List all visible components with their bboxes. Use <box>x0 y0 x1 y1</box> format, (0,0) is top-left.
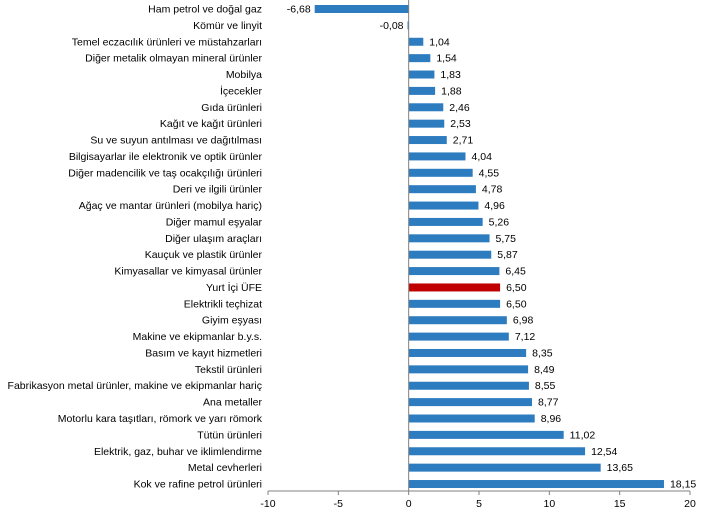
category-label: Su ve suyun antılması ve dağıtılması <box>90 135 262 147</box>
category-label: Ağaç ve mantar ürünleri (mobilya hariç) <box>79 200 262 212</box>
value-label: 1,83 <box>440 69 461 81</box>
category-label: Diğer ulaşım araçları <box>165 233 262 245</box>
value-label: 1,88 <box>441 85 462 97</box>
bar <box>408 381 529 390</box>
bar <box>408 103 444 112</box>
category-label: Deri ve ilgili ürünler <box>173 184 263 196</box>
bar <box>408 70 435 79</box>
value-label: 2,71 <box>453 135 474 147</box>
category-label: Kağıt ve kağıt ürünleri <box>160 118 262 130</box>
bar <box>408 201 479 210</box>
category-label: Yurt İçi ÜFE <box>206 281 262 294</box>
category-label: Basım ve kayıt hizmetleri <box>145 347 262 359</box>
bar <box>408 414 535 423</box>
value-label: -6,68 <box>287 4 311 16</box>
value-label: 2,53 <box>450 118 471 130</box>
value-label: 1,54 <box>436 53 457 65</box>
bar <box>407 21 409 30</box>
value-label: -0,08 <box>380 20 404 32</box>
value-label: 4,78 <box>482 184 503 196</box>
value-label: 18,15 <box>670 479 696 491</box>
bar <box>408 463 601 472</box>
category-label: Bilgisayarlar ile elektronik ve optik ür… <box>69 151 263 163</box>
value-label: 5,26 <box>489 216 510 228</box>
category-label: Diğer madencilik ve taş ocakçılığı ürünl… <box>68 167 262 179</box>
value-label: 6,50 <box>506 282 527 294</box>
category-label: Metal cevherleri <box>188 462 262 474</box>
value-label: 4,96 <box>484 200 505 212</box>
bar <box>408 54 431 63</box>
category-label: Tekstil ürünleri <box>195 364 262 376</box>
bar <box>408 168 473 177</box>
value-label: 11,02 <box>570 429 596 441</box>
x-tick-label: 5 <box>476 498 482 510</box>
bar <box>408 250 492 259</box>
bar <box>408 37 424 46</box>
x-tick-label: 15 <box>614 498 626 510</box>
category-label: Elektrik, gaz, buhar ve iklimlendirme <box>94 446 262 458</box>
x-tick-label: 20 <box>684 498 696 510</box>
value-label: 6,98 <box>513 315 534 327</box>
bar <box>408 86 436 95</box>
category-label: Elektrikli teçhizat <box>184 298 262 310</box>
bar <box>408 332 509 341</box>
bar <box>408 267 500 276</box>
category-label: Gıda ürünleri <box>201 102 262 114</box>
value-label: 4,04 <box>471 151 492 163</box>
value-label: 4,55 <box>479 167 500 179</box>
bar <box>408 316 507 325</box>
bar <box>408 185 476 194</box>
category-label: Motorlu kara taşıtları, römork ve yarı r… <box>58 413 263 425</box>
value-label: 8,49 <box>534 364 555 376</box>
value-label: 7,12 <box>515 331 536 343</box>
bar <box>408 398 533 407</box>
bar <box>408 234 490 243</box>
value-label: 5,87 <box>497 249 518 261</box>
category-label: Kok ve rafine petrol ürünleri <box>134 479 262 491</box>
bar <box>408 217 483 226</box>
bar <box>408 480 664 489</box>
bar <box>408 299 501 308</box>
bar <box>408 283 501 292</box>
bar <box>408 365 529 374</box>
bar <box>408 119 445 128</box>
value-label: 8,96 <box>541 413 562 425</box>
category-label: İçecekler <box>220 84 263 97</box>
value-label: 6,50 <box>506 298 527 310</box>
x-tick-label: 0 <box>406 498 412 510</box>
value-label: 1,04 <box>429 36 450 48</box>
value-label: 6,45 <box>505 266 526 278</box>
category-label: Mobilya <box>226 69 262 81</box>
category-label: Diğer metalik olmayan mineral ürünler <box>85 53 262 65</box>
bar <box>408 136 447 145</box>
value-label: 2,46 <box>449 102 470 114</box>
value-label: 13,65 <box>607 462 633 474</box>
value-label: 8,55 <box>535 380 556 392</box>
value-label: 5,75 <box>496 233 517 245</box>
bar <box>408 430 564 439</box>
category-label: Kimyasallar ve kimyasal ürünler <box>114 266 262 278</box>
category-label: Fabrikasyon metal ürünler, makine ve eki… <box>8 380 262 392</box>
bar <box>408 152 466 161</box>
value-label: 8,77 <box>538 397 559 409</box>
category-label: Temel eczacılık ürünleri ve müstahzarlar… <box>72 36 262 48</box>
category-label: Makine ve ekipmanlar b.y.s. <box>133 331 262 343</box>
category-label: Kauçuk ve plastik ürünler <box>145 249 263 261</box>
x-tick-label: -10 <box>260 498 275 510</box>
bar <box>314 5 409 13</box>
x-tick-label: -5 <box>334 498 343 510</box>
category-label: Kömür ve linyit <box>193 20 262 32</box>
category-label: Giyim eşyası <box>202 315 262 327</box>
bar <box>408 348 527 357</box>
value-label: 12,54 <box>591 446 617 458</box>
category-label: Tütün ürünleri <box>197 429 262 441</box>
category-label: Diğer mamul eşyalar <box>166 216 263 228</box>
x-tick-label: 10 <box>543 498 555 510</box>
category-label: Ana metaller <box>203 397 262 409</box>
category-label: Ham petrol ve doğal gaz <box>148 4 262 16</box>
value-label: 8,35 <box>532 347 553 359</box>
bar <box>408 447 586 456</box>
